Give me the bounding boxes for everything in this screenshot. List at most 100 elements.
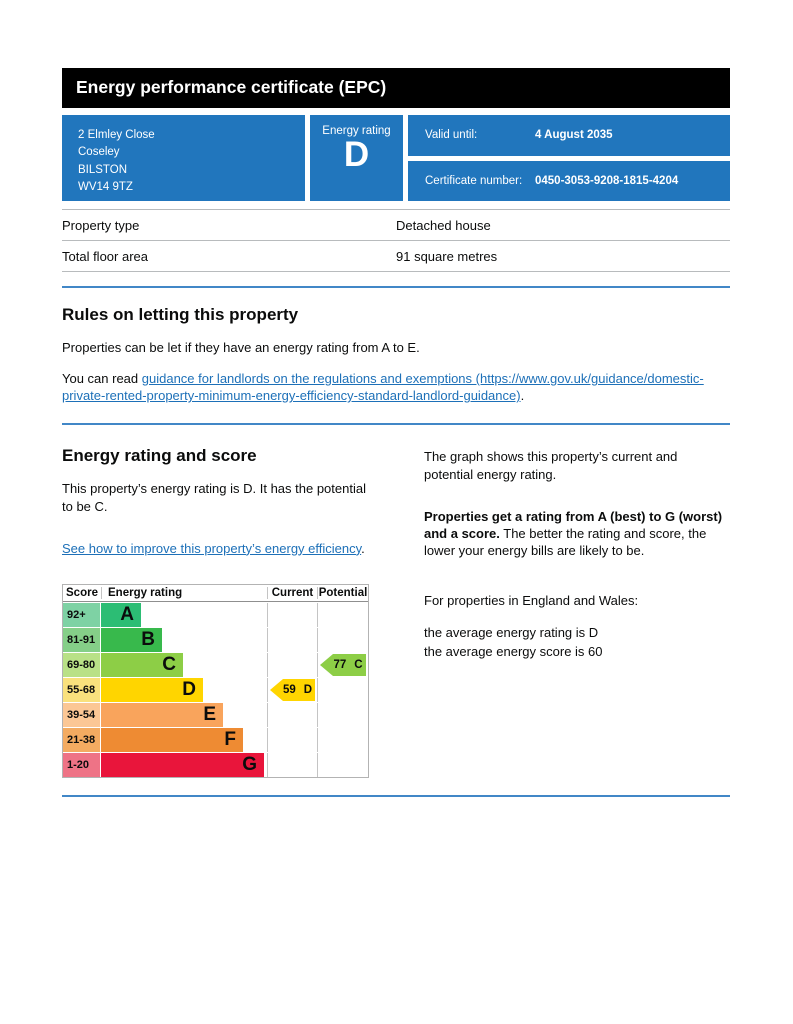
rating-bar: G [101,752,264,777]
address-line-2: Coseley [78,146,120,159]
certificate-number-row: Certificate number: 0450-3053-9208-1815-… [408,160,730,201]
rating-bar: A [101,602,141,627]
bar-area: B [101,627,267,652]
rules-heading: Rules on letting this property [62,305,299,324]
current-column-cell [267,702,317,727]
rating-section: Energy rating and score This property’s … [62,446,730,778]
potential-column-cell [317,677,368,702]
score-cell: 39-54 [63,702,101,727]
score-cell: 69-80 [63,652,101,677]
valid-until-label: Valid until: [425,129,478,142]
current-score: 59 [282,683,296,696]
section-divider-2 [62,423,730,426]
band-letter: D [182,678,196,700]
floor-area-label: Total floor area [62,249,148,264]
property-type-row: Property type Detached house [62,209,730,240]
graph-intro-para: The graph shows this property’s current … [424,449,678,482]
rating-bar: E [101,702,223,727]
section-divider-1 [62,286,730,288]
potential-column-cell [317,627,368,652]
band-letter: B [141,628,155,650]
potential-score: 77 [333,658,347,671]
landlord-guidance-link[interactable]: guidance for landlords on the regulation… [62,371,704,404]
band-row-e: 39-54 E [63,701,368,727]
current-column-cell [267,752,317,777]
address-block: 2 Elmley Close Coseley BILSTON WV14 9TZ [62,115,305,201]
current-letter: D [303,683,313,696]
score-cell: 1-20 [63,752,101,777]
average-rating-line: the average energy rating is D [424,625,599,641]
property-type-label: Property type [62,218,140,233]
rating-explainer-bold: Properties get a rating from A (best) to… [424,508,723,541]
summary-band: 2 Elmley Close Coseley BILSTON WV14 9TZ … [62,115,730,201]
rating-explainer-rest: The better the rating and score, the low… [424,525,707,559]
current-column-cell: 59 D [267,677,317,702]
bar-area: E [101,702,267,727]
bar-area: F [101,727,267,752]
energy-rating-column-header: Energy rating [101,586,267,599]
score-cell: 21-38 [63,727,101,752]
valid-until-value: 4 August 2035 [535,129,613,142]
current-column-cell [267,627,317,652]
potential-column-cell: 77 C [317,652,368,677]
band-row-a: 92+ A [63,601,368,627]
guidance-para: You can read guidance for landlords on t… [62,370,730,404]
score-column-header: Score [66,586,98,599]
improve-para: See how to improve this property’s energ… [62,540,372,557]
improve-para-suffix: . [361,540,365,556]
band-row-g: 1-20 G [63,751,368,777]
address-line-3: BILSTON [78,163,127,176]
valid-until-row: Valid until: 4 August 2035 [408,115,730,156]
energy-rating-label: Energy rating [322,125,391,137]
average-score-line: the average energy score is 60 [424,643,603,659]
band-letter: G [242,753,257,775]
rating-section-left: Energy rating and score This property’s … [62,446,372,778]
certificate-number-label: Certificate number: [425,174,523,187]
property-type-value: Detached house [396,218,491,233]
potential-column-cell [317,702,368,727]
potential-letter: C [354,658,363,671]
potential-column-header: Potential [317,586,368,599]
rating-explainer-para: Properties get a rating from A (best) to… [424,508,730,559]
band-letter: F [224,728,236,750]
rating-score-heading: Energy rating and score [62,446,257,466]
improve-efficiency-link[interactable]: See how to improve this property’s energ… [62,540,362,556]
rating-bar: F [101,727,243,752]
guidance-para-prefix: You can read [62,371,142,387]
floor-area-row: Total floor area 91 square metres [62,240,730,271]
chart-header-row: Score Energy rating Current Potential [63,585,368,602]
certificate-number-value: 0450-3053-9208-1815-4204 [535,174,679,187]
bar-area: A [101,602,267,627]
rating-bar: C [101,652,183,677]
current-column-cell [267,652,317,677]
bar-area: C [101,652,267,677]
band-row-f: 21-38 F [63,726,368,752]
rating-bar: B [101,627,162,652]
band-row-c: 69-80 C 77 C [63,651,368,677]
bar-area: D [101,677,267,702]
rating-section-right: The graph shows this property’s current … [424,446,730,777]
epc-rating-chart: Score Energy rating Current Potential 92… [62,583,369,778]
band-letter: A [120,603,134,625]
energy-rating-box: Energy rating D [310,115,403,201]
current-column-cell [267,727,317,752]
score-cell: 81-91 [63,627,101,652]
letting-rule-para: Properties can be let if they have an en… [62,340,420,355]
band-letter: E [203,703,216,725]
bar-area: G [101,752,267,777]
potential-column-cell [317,602,368,627]
certificate-meta: Valid until: 4 August 2035 Certificate n… [408,115,730,201]
potential-rating-arrow: 77 C [320,653,366,676]
page-title: Energy performance certificate (EPC) [62,68,730,108]
guidance-para-suffix: . [520,388,525,404]
rating-bar: D [101,677,203,702]
section-divider-3 [62,794,730,797]
score-cell: 92+ [63,602,101,627]
band-letter: C [162,653,176,675]
current-column-cell [267,602,317,627]
averages-block: the average energy rating is D the avera… [424,624,730,660]
current-rating-arrow: 59 D [270,678,315,701]
potential-column-cell [317,752,368,777]
property-summary-table: Property type Detached house Total floor… [62,209,730,272]
